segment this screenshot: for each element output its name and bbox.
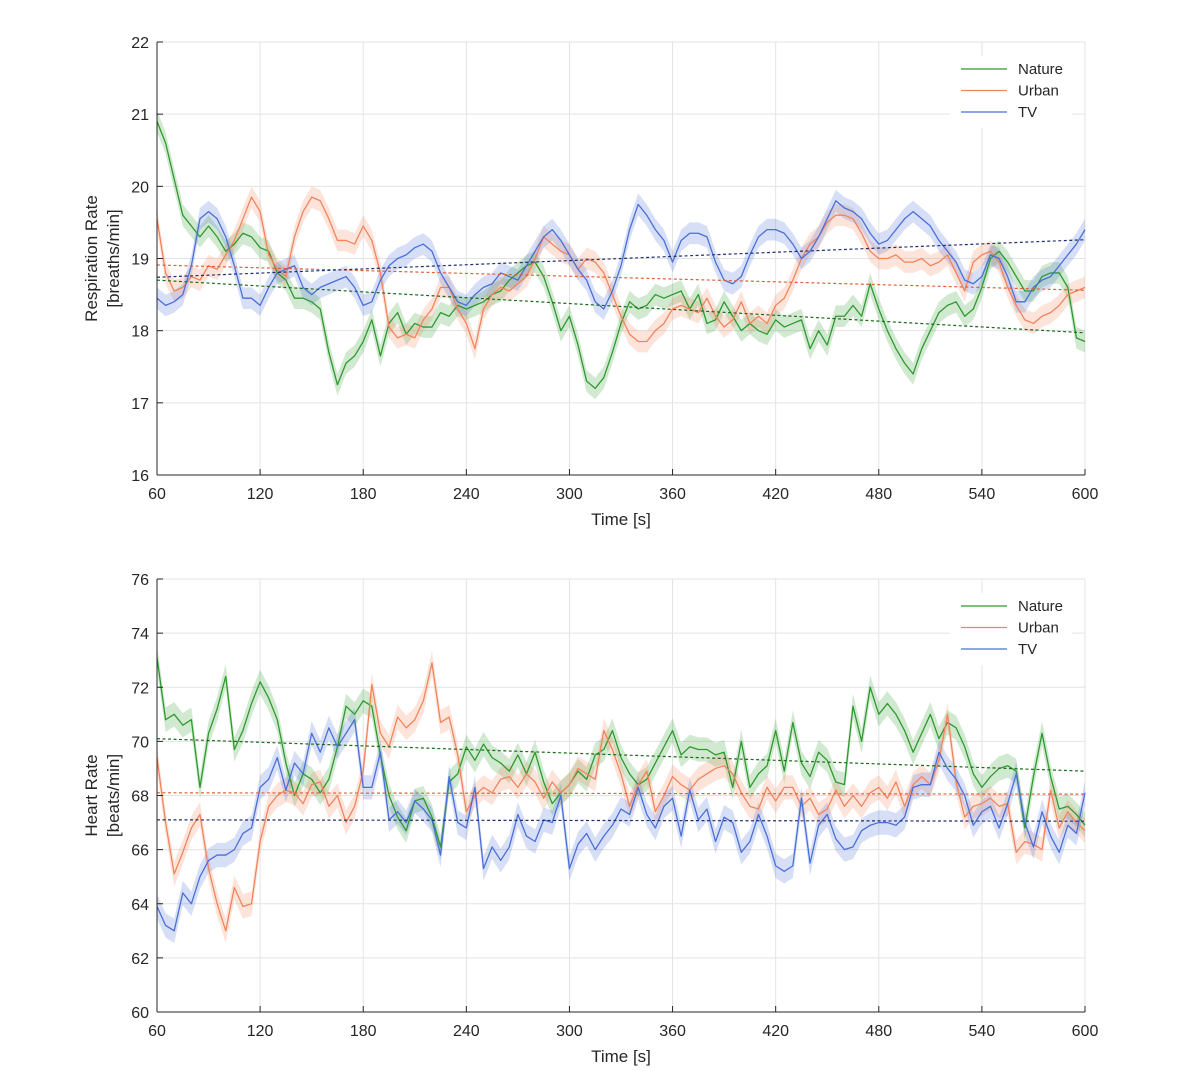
x-tick-label: 360 [659,1023,686,1040]
confidence-band-tv [157,189,1085,320]
chart-panel-2: 60 120 180 240 300 360 420 480 540 600 60 62 64 66 68 7… [82,572,1098,1066]
y-tick-label: 21 [131,107,149,124]
x-tick-label: 300 [556,486,583,503]
x-axis-label: Time [s] [591,1047,651,1066]
series-line-nature [156,121,1086,390]
chart-panel-1: 60 120 180 240 300 360 420 480 540 600 16 17 18 19 20 2… [82,35,1098,529]
series-line-tv [156,200,1086,310]
legend-box [950,56,1072,128]
y-tick-label: 68 [131,789,149,806]
x-tick-label: 360 [659,486,686,503]
series-line-urban [156,196,1086,350]
x-tick-label: 180 [350,1023,377,1040]
y-tick-label: 20 [131,179,149,196]
x-tick-label: 540 [969,1023,996,1040]
x-tick-label: 120 [247,486,274,503]
legend-box [950,593,1072,665]
trend-line-urban [156,264,1086,291]
x-tick-label: 480 [865,486,892,503]
x-tick-label: 480 [865,1023,892,1040]
y-tick-label: 19 [131,252,149,269]
confidence-band-urban [157,186,1085,360]
x-tick-label: 420 [762,486,789,503]
y-tick-label: 60 [131,1005,149,1022]
y-tick-label: 72 [131,680,149,697]
x-tick-label: 600 [1072,1023,1099,1040]
y-axis-label: Respiration Rate [82,195,101,322]
legend-label-urban: Urban [1018,83,1059,100]
y-axis-label: Heart Rate [82,754,101,836]
x-tick-label: 300 [556,1023,583,1040]
y-tick-label: 62 [131,951,149,968]
confidence-band-nature [157,645,1085,860]
x-tick-label: 420 [762,1023,789,1040]
x-tick-label: 60 [148,1023,166,1040]
y-tick-label: 74 [131,626,149,643]
confidence-band-urban [157,650,1085,943]
x-axis-label: Time [s] [591,510,651,529]
trend-line-nature [156,279,1086,334]
x-tick-label: 240 [453,486,480,503]
legend-label-tv: TV [1018,641,1037,658]
x-tick-label: 120 [247,1023,274,1040]
legend-label-nature: Nature [1018,598,1063,615]
x-tick-label: 240 [453,1023,480,1040]
y-axis-unit-label: [beats/min] [104,754,123,837]
y-tick-label: 16 [131,468,149,485]
confidence-band-tv [157,707,1085,943]
x-tick-label: 180 [350,486,377,503]
series-line-nature [156,657,1086,848]
x-tick-label: 600 [1072,486,1099,503]
legend: Nature Urban TV [950,593,1072,665]
y-tick-label: 22 [131,35,149,52]
legend-label-tv: TV [1018,104,1037,121]
y-tick-label: 64 [131,897,149,914]
y-tick-label: 17 [131,396,149,413]
x-tick-label: 60 [148,486,166,503]
legend-label-urban: Urban [1018,620,1059,637]
x-tick-label: 540 [969,486,996,503]
y-tick-label: 70 [131,734,149,751]
trend-line-tv [156,819,1086,822]
trend-line-urban [156,792,1086,795]
series-line-tv [156,719,1086,932]
trend-line-tv [156,239,1086,278]
legend: Nature Urban TV [950,56,1072,128]
y-tick-label: 76 [131,572,149,589]
y-tick-label: 66 [131,843,149,860]
trend-line-nature [156,738,1086,772]
legend-label-nature: Nature [1018,61,1063,78]
y-tick-label: 18 [131,324,149,341]
y-axis-unit-label: [breaths/min] [104,209,123,307]
